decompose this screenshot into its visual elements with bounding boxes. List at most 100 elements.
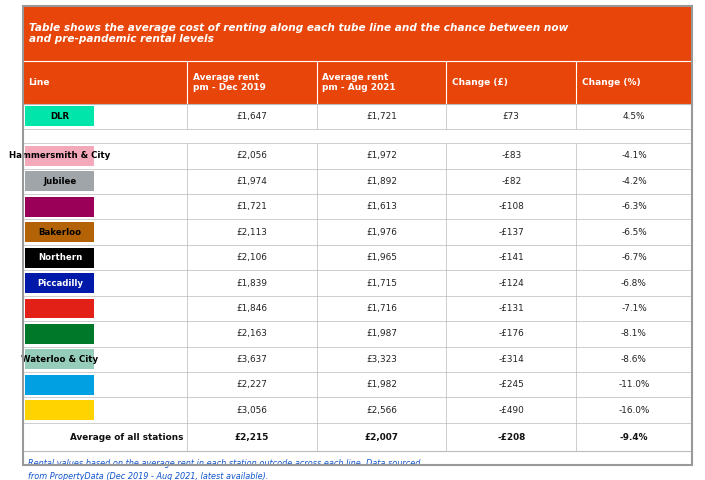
Text: £1,613: £1,613 xyxy=(366,202,397,211)
Text: -16.0%: -16.0% xyxy=(618,406,649,415)
Bar xyxy=(23,61,188,104)
Text: -£124: -£124 xyxy=(498,278,525,288)
Text: -11.0%: -11.0% xyxy=(618,380,649,389)
Bar xyxy=(25,299,94,318)
Text: -9.4%: -9.4% xyxy=(620,432,648,442)
Text: £1,721: £1,721 xyxy=(366,112,397,121)
Text: -8.6%: -8.6% xyxy=(621,355,647,364)
Text: -6.3%: -6.3% xyxy=(621,202,646,211)
Text: -4.1%: -4.1% xyxy=(621,151,646,160)
Bar xyxy=(23,423,692,451)
Text: Metropolitan: Metropolitan xyxy=(28,202,92,211)
Text: £2,566: £2,566 xyxy=(366,406,397,415)
Text: Line: Line xyxy=(28,78,49,87)
Bar xyxy=(446,61,576,104)
Text: £1,892: £1,892 xyxy=(366,177,397,186)
Text: Average rent
pm - Dec 2019: Average rent pm - Dec 2019 xyxy=(192,72,266,92)
Text: DLR: DLR xyxy=(50,112,69,121)
Text: £1,715: £1,715 xyxy=(366,278,397,288)
Text: £1,716: £1,716 xyxy=(366,304,397,313)
Text: -£83: -£83 xyxy=(501,151,522,160)
Bar xyxy=(23,168,692,194)
Text: -£490: -£490 xyxy=(498,406,525,415)
Text: £73: £73 xyxy=(503,112,520,121)
Bar xyxy=(23,219,692,245)
Text: Piccadilly: Piccadilly xyxy=(37,278,83,288)
Bar xyxy=(25,400,94,420)
Bar xyxy=(23,245,692,270)
Text: Rental values based on the average rent in each station outcode across each line: Rental values based on the average rent … xyxy=(28,459,420,468)
Bar xyxy=(23,143,692,168)
Text: £1,846: £1,846 xyxy=(237,304,267,313)
Bar xyxy=(25,324,94,344)
Text: -£131: -£131 xyxy=(498,304,525,313)
Bar xyxy=(317,61,446,104)
Text: -6.8%: -6.8% xyxy=(621,278,647,288)
Bar xyxy=(23,372,692,397)
Text: from PropertyData (Dec 2019 - Aug 2021, latest available).: from PropertyData (Dec 2019 - Aug 2021, … xyxy=(28,472,269,480)
Bar xyxy=(23,270,692,296)
Text: £2,007: £2,007 xyxy=(364,432,399,442)
Bar xyxy=(23,296,692,321)
Bar xyxy=(25,248,94,267)
Bar xyxy=(23,129,692,143)
Text: -£176: -£176 xyxy=(498,329,525,338)
Text: -6.7%: -6.7% xyxy=(621,253,646,262)
Text: £1,972: £1,972 xyxy=(366,151,397,160)
Text: £3,637: £3,637 xyxy=(237,355,267,364)
Text: Table shows the average cost of renting along each tube line and the chance betw: Table shows the average cost of renting … xyxy=(30,23,569,44)
Text: £2,113: £2,113 xyxy=(237,228,267,237)
Text: Change (£): Change (£) xyxy=(452,78,508,87)
Bar xyxy=(23,104,692,129)
Text: £1,965: £1,965 xyxy=(366,253,397,262)
Bar xyxy=(23,397,692,423)
Text: £1,647: £1,647 xyxy=(237,112,267,121)
Text: Northern: Northern xyxy=(38,253,82,262)
Text: £2,227: £2,227 xyxy=(237,380,267,389)
Bar xyxy=(23,347,692,372)
Bar xyxy=(25,349,94,369)
Text: -£245: -£245 xyxy=(498,380,525,389)
Bar xyxy=(25,375,94,395)
Text: £2,056: £2,056 xyxy=(237,151,267,160)
Text: -£82: -£82 xyxy=(501,177,522,186)
Text: District: District xyxy=(42,329,78,338)
Bar xyxy=(23,6,692,61)
Text: Jubilee: Jubilee xyxy=(43,177,77,186)
Bar xyxy=(23,451,692,480)
Text: £1,974: £1,974 xyxy=(237,177,267,186)
Bar xyxy=(25,222,94,242)
Bar xyxy=(25,107,94,126)
Text: £2,215: £2,215 xyxy=(235,432,269,442)
Bar xyxy=(188,61,317,104)
Bar xyxy=(23,321,692,347)
Text: -£314: -£314 xyxy=(498,355,525,364)
Text: £1,987: £1,987 xyxy=(366,329,397,338)
Bar xyxy=(25,197,94,216)
Text: -6.5%: -6.5% xyxy=(621,228,646,237)
Text: £1,982: £1,982 xyxy=(366,380,397,389)
Text: -4.2%: -4.2% xyxy=(621,177,646,186)
Text: £2,163: £2,163 xyxy=(237,329,267,338)
Bar xyxy=(576,61,692,104)
Text: -£108: -£108 xyxy=(498,202,525,211)
Bar xyxy=(25,273,94,293)
Text: -7.1%: -7.1% xyxy=(621,304,646,313)
Text: -£208: -£208 xyxy=(497,432,525,442)
Bar xyxy=(25,171,94,191)
Text: Circle: Circle xyxy=(46,406,74,415)
Text: £1,976: £1,976 xyxy=(366,228,397,237)
Text: Average of all stations: Average of all stations xyxy=(70,432,183,442)
Text: Average rent
pm - Aug 2021: Average rent pm - Aug 2021 xyxy=(322,72,396,92)
Text: £1,839: £1,839 xyxy=(237,278,267,288)
Text: Central: Central xyxy=(42,304,78,313)
Text: £2,106: £2,106 xyxy=(237,253,267,262)
Text: Bakerloo: Bakerloo xyxy=(38,228,82,237)
Bar xyxy=(23,194,692,219)
Text: Hammersmith & City: Hammersmith & City xyxy=(9,151,111,160)
Text: -8.1%: -8.1% xyxy=(621,329,647,338)
Text: £3,323: £3,323 xyxy=(366,355,397,364)
Text: Waterloo & City: Waterloo & City xyxy=(21,355,99,364)
Bar xyxy=(25,146,94,166)
Text: £1,721: £1,721 xyxy=(237,202,267,211)
